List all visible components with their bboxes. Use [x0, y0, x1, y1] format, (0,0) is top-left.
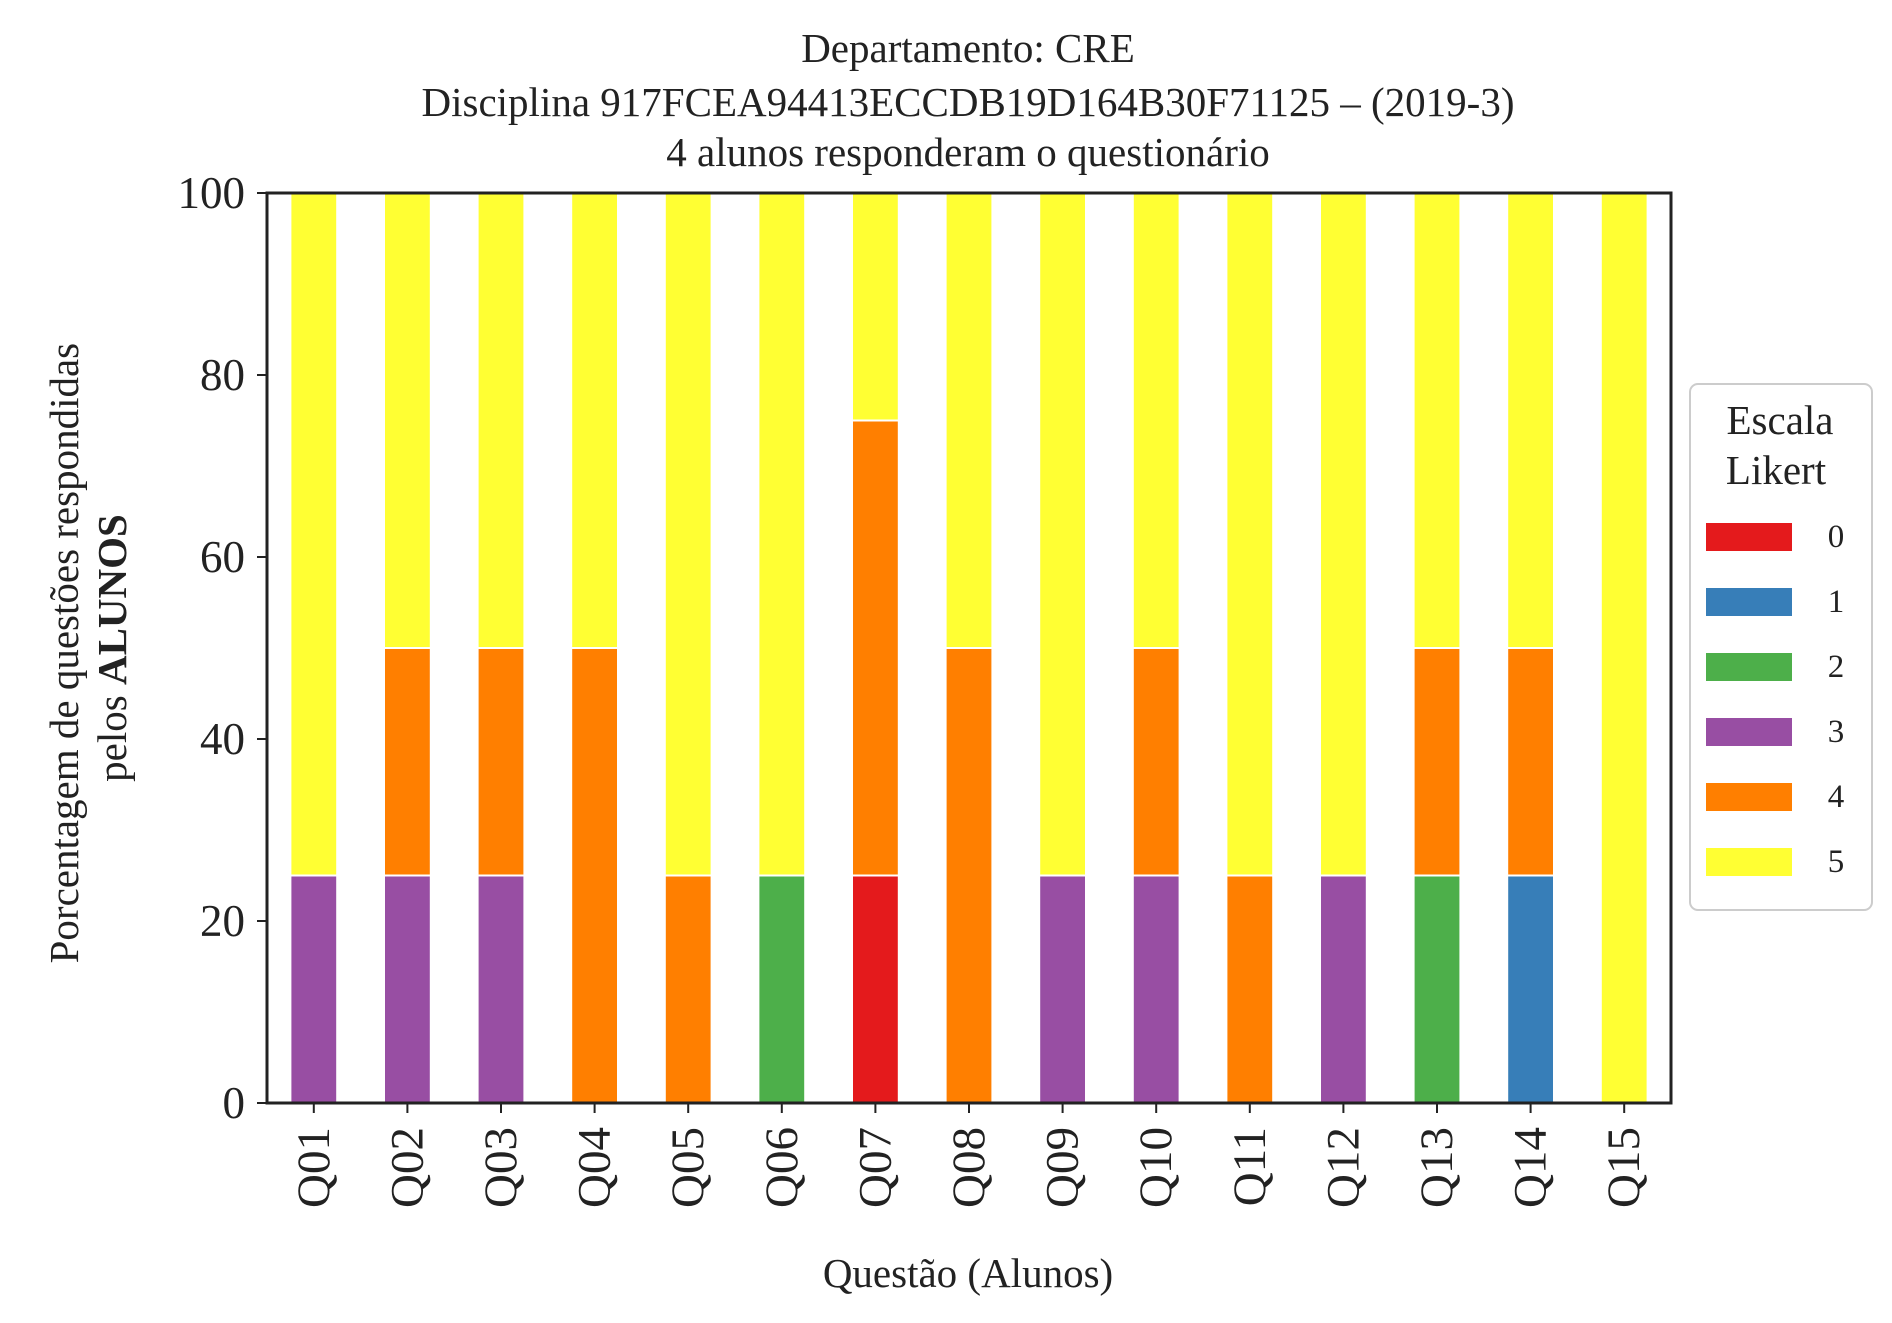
bar-segment-Q11-likert-5	[1225, 192, 1275, 877]
bar-segment-Q04-likert-5	[570, 192, 620, 649]
y-tick-label: 40	[200, 714, 245, 764]
x-tick-label-Q08: Q08	[943, 1127, 995, 1208]
bar-segment-Q12-likert-5	[1319, 192, 1368, 877]
bar-segment-Q01-likert-3	[289, 874, 339, 1104]
bar-segment-Q10-likert-5	[1131, 192, 1181, 649]
bar-segment-Q10-likert-3	[1131, 874, 1181, 1104]
legend: Escala Likert 0 1 2 3 4 5	[1689, 383, 1873, 911]
bar-segment-Q13-likert-2	[1412, 874, 1462, 1104]
bar-segment-Q07-likert-5	[851, 192, 900, 422]
legend-swatch-2	[1706, 653, 1792, 681]
y-tick-label: 60	[200, 532, 245, 582]
bar-segment-Q02-likert-5	[383, 192, 432, 649]
y-axis-label-line-1: Porcentagem de questões respondidas	[41, 343, 87, 964]
legend-items: 0 1 2 3 4 5	[1706, 519, 1844, 880]
x-tick-label-Q12: Q12	[1317, 1127, 1369, 1208]
chart-title-line-1: Departamento: CRE	[801, 25, 1135, 71]
bar-segment-Q12-likert-3	[1319, 874, 1368, 1104]
legend-frame	[1689, 383, 1873, 911]
y-tick-label: 80	[200, 350, 245, 400]
y-tick-label: 100	[178, 168, 246, 218]
bar-segment-Q05-likert-4	[663, 874, 713, 1104]
x-tick-label-Q15: Q15	[1598, 1127, 1650, 1208]
bar-segment-Q03-likert-3	[476, 874, 526, 1104]
bar-segment-Q08-likert-4	[944, 647, 994, 1104]
bar-segment-Q04-likert-4	[570, 647, 620, 1104]
bar-segment-Q06-likert-2	[757, 874, 807, 1104]
legend-label-4: 4	[1828, 779, 1845, 815]
bar-segment-Q03-likert-4	[476, 647, 526, 877]
x-tick-label-Q14: Q14	[1505, 1127, 1557, 1208]
y-axis-label-line-2-prefix: pelos	[89, 685, 135, 782]
x-tick-label-Q09: Q09	[1037, 1127, 1089, 1208]
bar-segment-Q13-likert-5	[1412, 192, 1462, 649]
legend-swatch-4	[1706, 783, 1792, 811]
bar-segment-Q05-likert-5	[663, 192, 713, 877]
legend-label-3: 3	[1828, 714, 1845, 750]
bar-segment-Q09-likert-5	[1038, 192, 1087, 877]
y-axis-label: Porcentagem de questões respondidas pelo…	[41, 333, 135, 964]
bar-segment-Q14-likert-4	[1506, 647, 1555, 877]
legend-swatch-5	[1706, 848, 1792, 876]
y-axis: 0 20 40 60 80 100	[178, 168, 267, 1128]
bars-layer	[289, 192, 1649, 1104]
bar-segment-Q14-likert-5	[1506, 192, 1555, 649]
bar-segment-Q07-likert-0	[851, 874, 900, 1104]
bar-segment-Q13-likert-4	[1412, 647, 1462, 877]
bar-segment-Q15-likert-5	[1599, 192, 1649, 1104]
bar-segment-Q01-likert-5	[289, 192, 339, 877]
legend-label-5: 5	[1828, 844, 1845, 880]
x-tick-label-Q10: Q10	[1130, 1127, 1182, 1208]
chart-title-line-2: Disciplina 917FCEA94413ECCDB19D164B30F71…	[422, 79, 1515, 125]
x-tick-label-Q05: Q05	[662, 1127, 714, 1208]
x-tick-label-Q04: Q04	[569, 1127, 621, 1208]
y-axis-label-line-2-bold: ALUNOS	[89, 514, 135, 685]
legend-label-2: 2	[1828, 649, 1845, 685]
bar-segment-Q11-likert-4	[1225, 874, 1275, 1104]
bar-segment-Q03-likert-5	[476, 192, 526, 649]
bar-segment-Q02-likert-4	[383, 647, 432, 877]
legend-label-1: 1	[1828, 584, 1845, 620]
x-tick-label-Q11: Q11	[1224, 1127, 1276, 1206]
bar-segment-Q10-likert-4	[1131, 647, 1181, 877]
x-tick-label-Q13: Q13	[1411, 1127, 1463, 1208]
chart-title-line-3: 4 alunos responderam o questionário	[666, 129, 1269, 175]
legend-label-0: 0	[1828, 519, 1845, 555]
x-axis: Q01 Q02 Q03 Q04 Q05 Q06 Q07 Q08 Q09 Q10 Q11 Q12 Q13 Q…	[288, 1103, 1650, 1208]
legend-swatch-1	[1706, 588, 1792, 616]
bar-segment-Q09-likert-3	[1038, 874, 1087, 1104]
bar-segment-Q02-likert-3	[383, 874, 432, 1104]
bar-segment-Q07-likert-4	[851, 419, 900, 877]
bar-segment-Q08-likert-5	[944, 192, 994, 649]
legend-title-line-2: Likert	[1726, 447, 1827, 493]
bar-segment-Q14-likert-1	[1506, 874, 1555, 1104]
x-tick-label-Q03: Q03	[475, 1127, 527, 1208]
x-tick-label-Q07: Q07	[849, 1127, 901, 1208]
legend-swatch-0	[1706, 523, 1792, 551]
legend-swatch-3	[1706, 718, 1792, 746]
legend-title-line-1: Escala	[1727, 397, 1834, 443]
y-tick-label: 20	[200, 896, 245, 946]
x-tick-label-Q02: Q02	[381, 1127, 433, 1208]
x-tick-label-Q01: Q01	[288, 1127, 340, 1208]
bar-segment-Q06-likert-5	[757, 192, 807, 877]
y-tick-label: 0	[223, 1078, 246, 1128]
x-tick-label-Q06: Q06	[756, 1127, 808, 1208]
x-axis-label: Questão (Alunos)	[823, 1250, 1113, 1296]
